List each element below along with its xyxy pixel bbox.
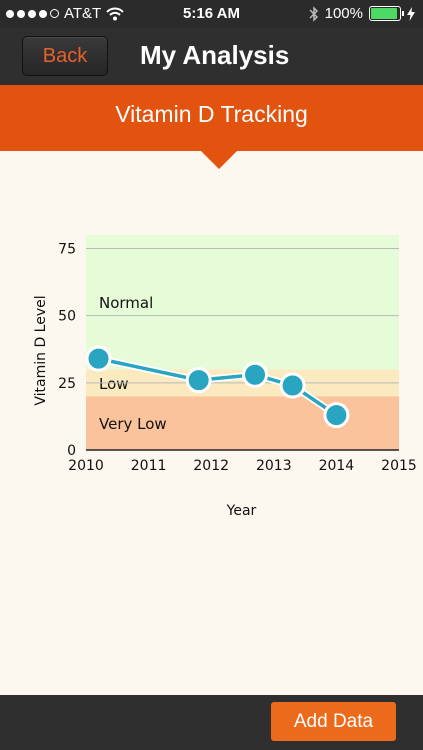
band-label-very-low: Very Low bbox=[99, 415, 167, 433]
bottom-toolbar: Add Data bbox=[0, 695, 423, 750]
y-tick-label: 75 bbox=[58, 241, 76, 257]
section-banner: Vitamin D Tracking bbox=[0, 85, 423, 151]
x-tick-label: 2013 bbox=[256, 458, 292, 474]
x-tick-label: 2015 bbox=[381, 458, 417, 474]
x-tick-label: 2010 bbox=[68, 458, 104, 474]
vitamin-d-chart: Very Low Low Normal 0 25 50 75 2010 2011 2012 2013… bbox=[33, 235, 417, 519]
band-label-normal: Normal bbox=[99, 294, 153, 312]
data-point[interactable] bbox=[185, 367, 212, 394]
band-normal bbox=[86, 235, 399, 370]
carrier-label: AT&T bbox=[64, 5, 102, 22]
status-time: 5:16 AM bbox=[183, 5, 240, 22]
status-right: 100% bbox=[309, 5, 415, 22]
x-tick-label: 2012 bbox=[193, 458, 229, 474]
wifi-icon bbox=[106, 7, 124, 20]
x-tick-label: 2014 bbox=[319, 458, 355, 474]
status-bar: AT&T 5:16 AM 100% bbox=[0, 0, 423, 28]
status-left: AT&T bbox=[6, 5, 124, 22]
signal-strength-icon bbox=[6, 9, 59, 18]
y-axis-title: Vitamin D Level bbox=[33, 295, 49, 405]
y-tick-label: 0 bbox=[67, 443, 76, 459]
band-label-low: Low bbox=[99, 375, 129, 393]
data-point[interactable] bbox=[323, 402, 350, 429]
data-point[interactable] bbox=[85, 345, 112, 372]
back-button[interactable]: Back bbox=[22, 36, 108, 76]
x-axis-title: Year bbox=[226, 503, 257, 519]
banner-pointer-icon bbox=[201, 151, 237, 169]
add-data-button[interactable]: Add Data bbox=[271, 702, 396, 741]
navigation-bar: Back My Analysis bbox=[0, 28, 423, 85]
page-title: My Analysis bbox=[140, 40, 290, 70]
bluetooth-icon bbox=[309, 5, 318, 22]
x-tick-label: 2011 bbox=[131, 458, 167, 474]
battery-icon bbox=[369, 6, 404, 21]
band-very-low bbox=[86, 396, 399, 450]
y-tick-label: 25 bbox=[58, 376, 76, 392]
charging-bolt-icon bbox=[407, 6, 415, 21]
y-tick-label: 50 bbox=[58, 309, 76, 325]
data-point[interactable] bbox=[242, 361, 269, 388]
battery-percent: 100% bbox=[324, 5, 363, 22]
data-point[interactable] bbox=[279, 372, 306, 399]
